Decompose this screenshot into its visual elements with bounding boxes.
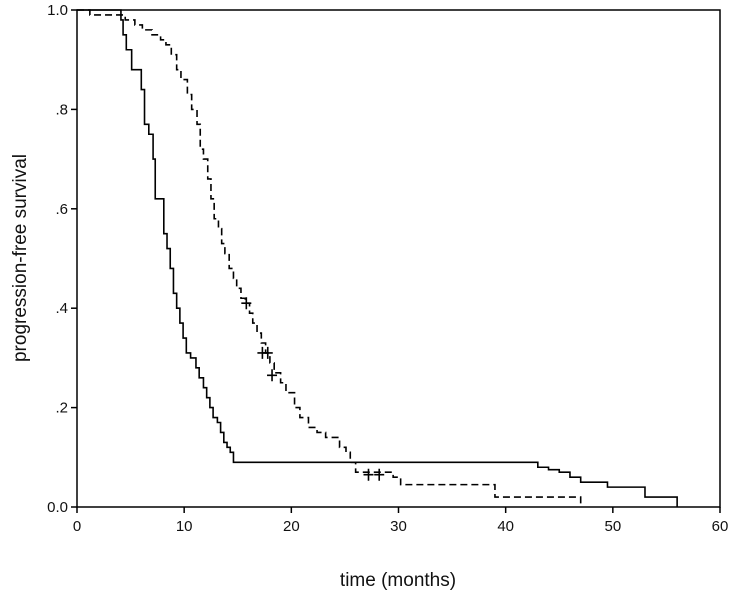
y-axis-title: progression-free survival [10,154,31,362]
y-tick-label: 0.0 [47,499,68,516]
x-tick-label: 40 [497,518,514,535]
x-tick-label: 0 [73,518,81,535]
x-tick-label: 50 [604,518,621,535]
censor-mark [267,369,278,382]
x-tick-label: 10 [176,518,193,535]
x-tick-label: 30 [390,518,407,535]
x-tick-label: 20 [283,518,300,535]
x-axis-title: time (months) [340,570,456,591]
series-dashed-line [77,9,582,507]
censor-mark [241,297,252,310]
y-tick-label: .8 [55,101,68,118]
censor-mark [363,468,374,481]
series-solid-line [77,9,678,507]
series-layer [77,9,678,507]
plot-frame [76,9,721,508]
censor-mark [262,346,273,359]
censor-mark [374,468,385,481]
y-tick-label: 1.0 [47,2,68,19]
y-tick-label: .6 [55,201,68,218]
x-tick-label: 60 [712,518,729,535]
y-tick-label: .2 [55,400,68,417]
tick-layer: 0 10 20 30 40 50 60 0.0 .2 .4 .6 .8 1.0 [47,2,728,535]
y-tick-label: .4 [55,300,68,317]
